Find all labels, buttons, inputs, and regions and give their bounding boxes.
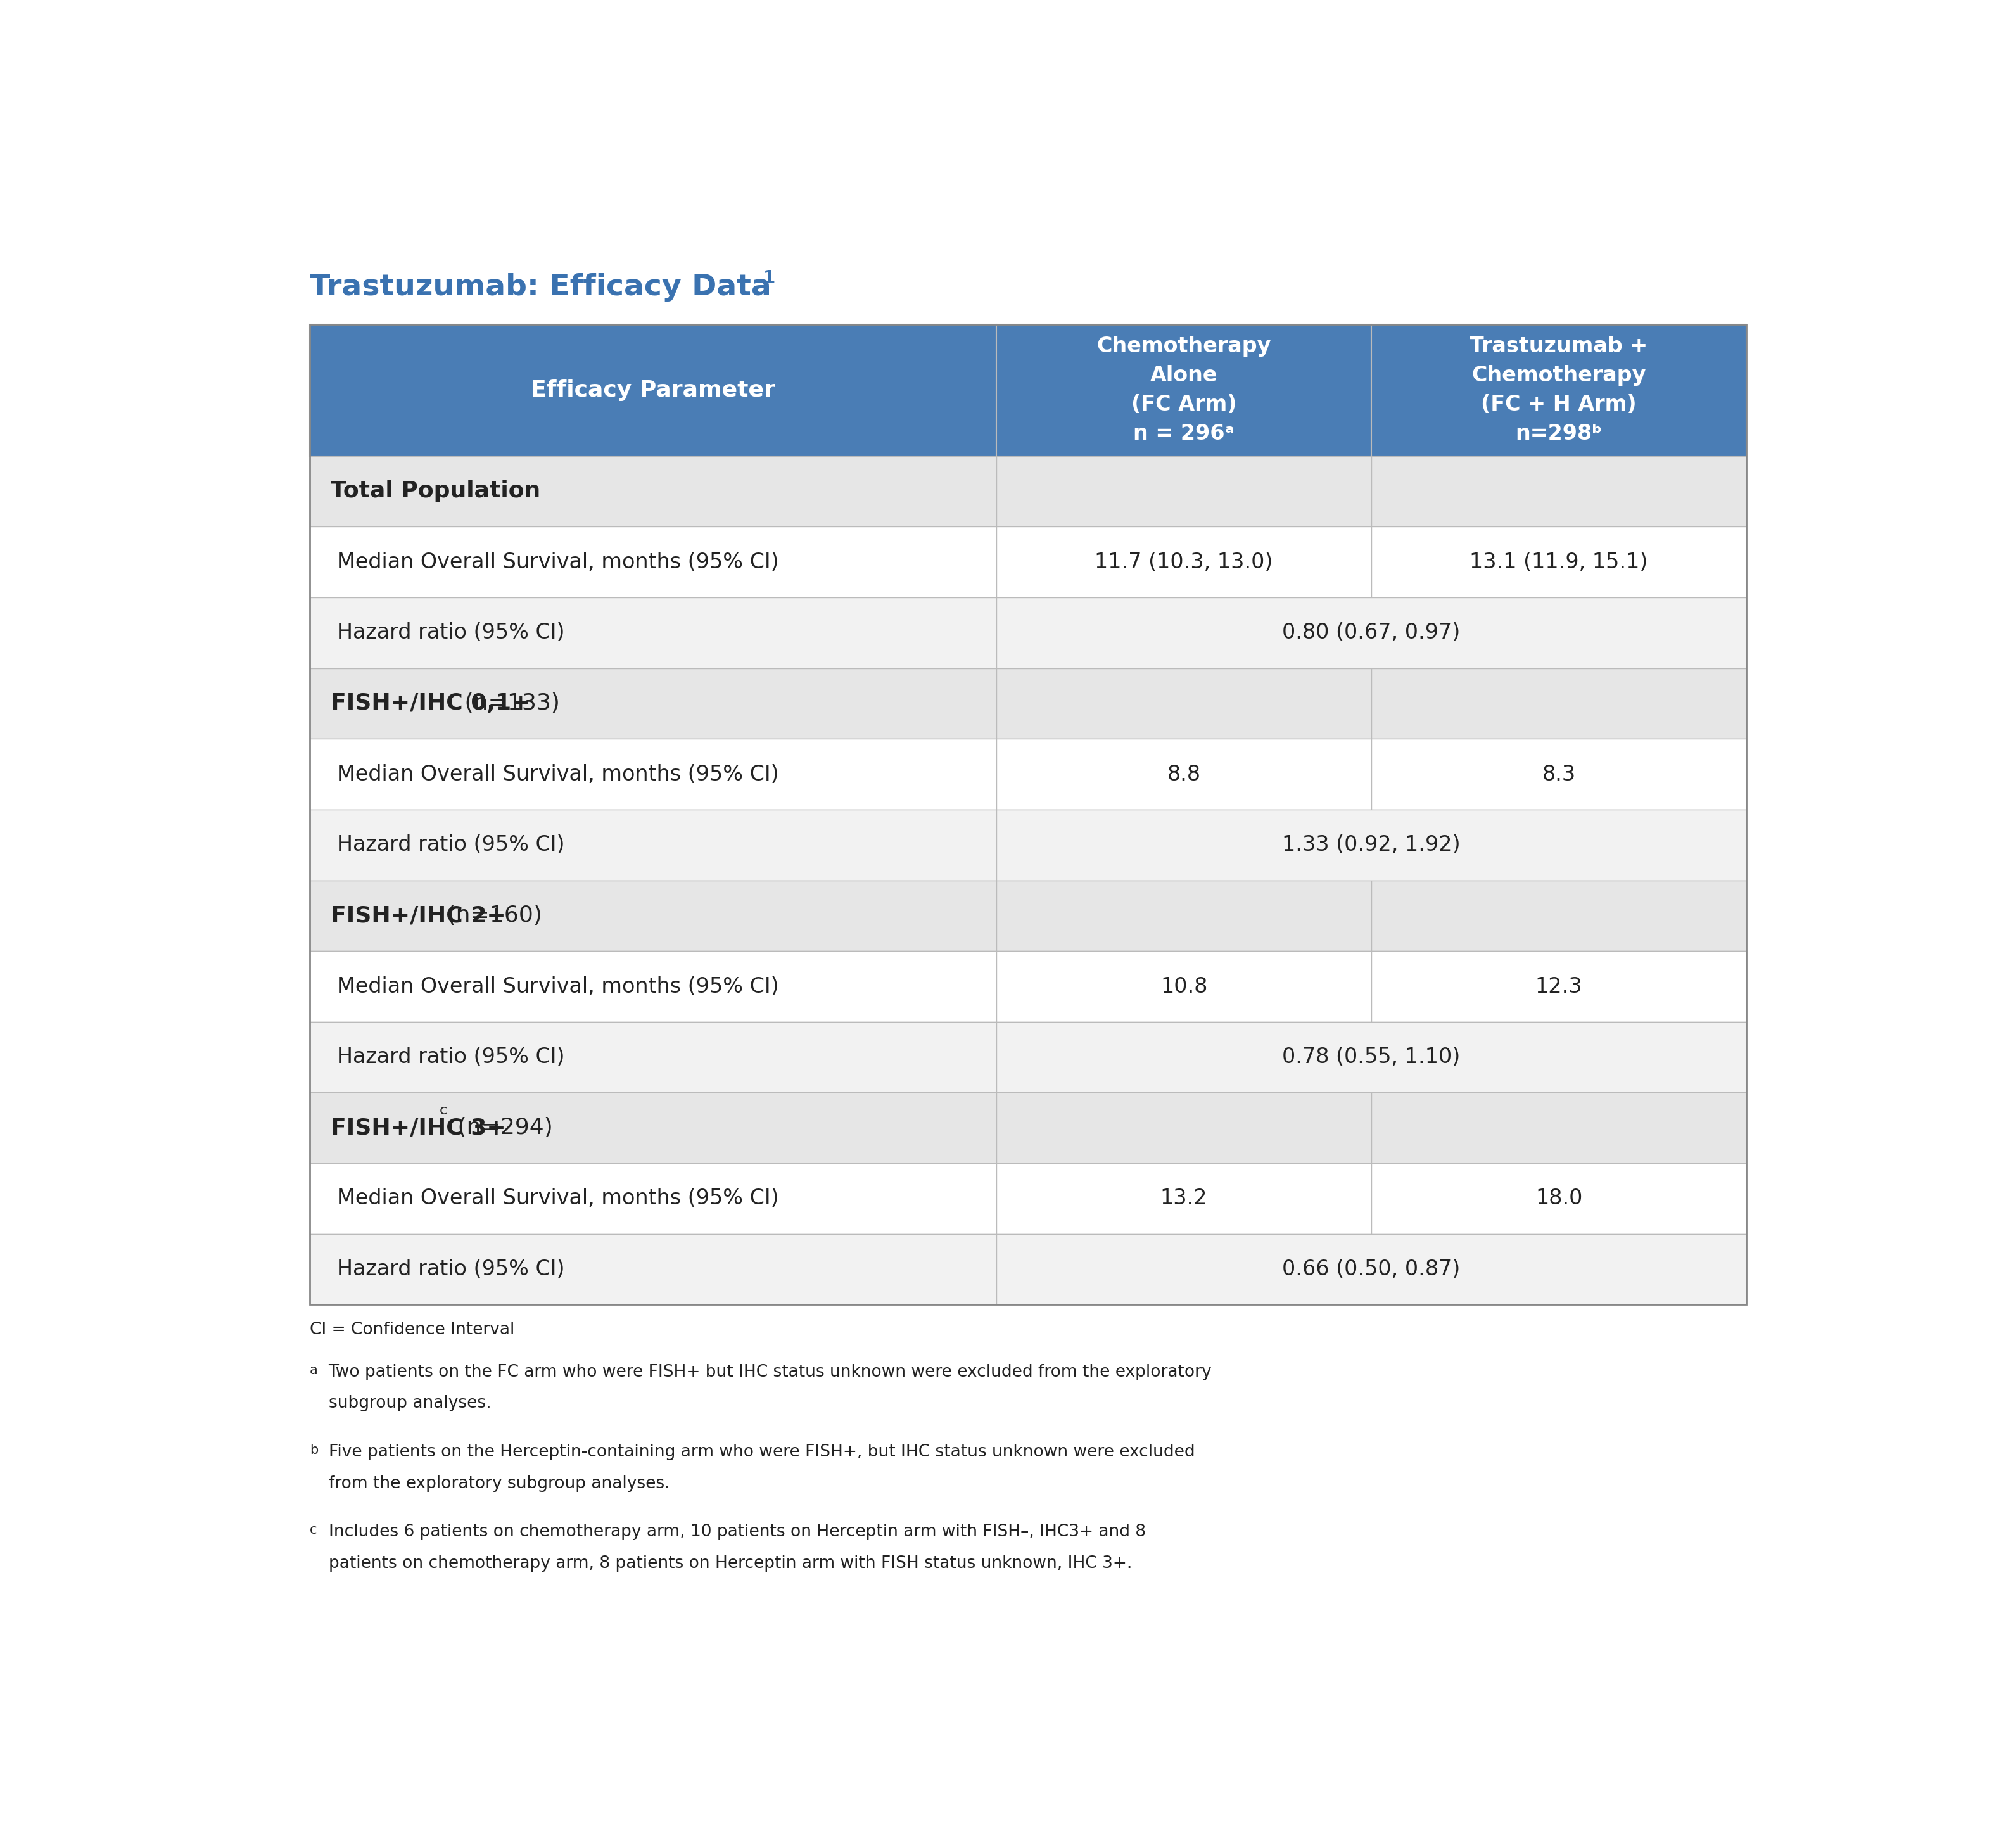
Text: 18.0: 18.0: [1535, 1188, 1583, 1209]
Bar: [309, 1092, 997, 1162]
Text: 12.3: 12.3: [1535, 976, 1583, 996]
Bar: [997, 527, 1372, 597]
Bar: [1372, 1162, 1747, 1234]
Bar: [1372, 323, 1747, 456]
Text: 11.7 (10.3, 13.0): 11.7 (10.3, 13.0): [1095, 551, 1274, 573]
Text: 0.78 (0.55, 1.10): 0.78 (0.55, 1.10): [1282, 1046, 1460, 1068]
Text: 1: 1: [762, 270, 774, 286]
Bar: [997, 597, 1747, 669]
Bar: [309, 323, 1747, 1305]
Bar: [997, 1234, 1747, 1305]
Text: c: c: [439, 1105, 447, 1118]
Text: Median Overall Survival, months (95% CI): Median Overall Survival, months (95% CI): [337, 976, 778, 996]
Text: Five patients on the Herceptin-containing arm who were FISH+, but IHC status unk: Five patients on the Herceptin-containin…: [329, 1443, 1196, 1460]
Text: Trastuzumab: Efficacy Data: Trastuzumab: Efficacy Data: [309, 274, 772, 301]
Text: Median Overall Survival, months (95% CI): Median Overall Survival, months (95% CI): [337, 551, 778, 573]
Bar: [1372, 527, 1747, 597]
Text: Two patients on the FC arm who were FISH+ but IHC status unknown were excluded f: Two patients on the FC arm who were FISH…: [329, 1364, 1212, 1380]
Text: Trastuzumab +
Chemotherapy
(FC + H Arm)
n=298ᵇ: Trastuzumab + Chemotherapy (FC + H Arm) …: [1470, 336, 1649, 444]
Text: Median Overall Survival, months (95% CI): Median Overall Survival, months (95% CI): [337, 763, 778, 785]
Text: Efficacy Parameter: Efficacy Parameter: [532, 379, 776, 401]
Bar: [997, 1162, 1372, 1234]
Bar: [309, 1022, 997, 1092]
Text: 8.8: 8.8: [1167, 763, 1202, 785]
Bar: [1372, 739, 1747, 809]
Bar: [309, 809, 997, 880]
Text: FISH+/IHC 0,1+: FISH+/IHC 0,1+: [331, 693, 530, 713]
Bar: [1372, 1092, 1747, 1162]
Text: (n=160): (n=160): [439, 906, 542, 926]
Bar: [309, 527, 997, 597]
Bar: [997, 669, 1372, 739]
Bar: [997, 323, 1372, 456]
Text: CI = Confidence Interval: CI = Confidence Interval: [309, 1321, 516, 1338]
Bar: [997, 1022, 1747, 1092]
Text: c: c: [309, 1525, 317, 1536]
Text: Hazard ratio (95% CI): Hazard ratio (95% CI): [337, 623, 564, 643]
Text: FISH+/IHC 3+: FISH+/IHC 3+: [331, 1116, 506, 1138]
Text: Hazard ratio (95% CI): Hazard ratio (95% CI): [337, 1046, 564, 1068]
Text: Chemotherapy
Alone
(FC Arm)
n = 296ᵃ: Chemotherapy Alone (FC Arm) n = 296ᵃ: [1097, 336, 1272, 444]
Text: Includes 6 patients on chemotherapy arm, 10 patients on Herceptin arm with FISH–: Includes 6 patients on chemotherapy arm,…: [329, 1525, 1145, 1539]
Bar: [309, 597, 997, 669]
Text: Hazard ratio (95% CI): Hazard ratio (95% CI): [337, 1258, 564, 1281]
Bar: [1372, 952, 1747, 1022]
Bar: [1372, 669, 1747, 739]
Text: 10.8: 10.8: [1159, 976, 1208, 996]
Text: Total Population: Total Population: [331, 480, 540, 503]
Bar: [997, 456, 1372, 527]
Bar: [997, 880, 1372, 952]
Text: Median Overall Survival, months (95% CI): Median Overall Survival, months (95% CI): [337, 1188, 778, 1209]
Bar: [1372, 456, 1747, 527]
Text: 13.2: 13.2: [1159, 1188, 1208, 1209]
Bar: [1372, 880, 1747, 952]
Text: Hazard ratio (95% CI): Hazard ratio (95% CI): [337, 835, 564, 856]
Text: 8.3: 8.3: [1543, 763, 1575, 785]
Text: from the exploratory subgroup analyses.: from the exploratory subgroup analyses.: [329, 1475, 670, 1491]
Bar: [309, 323, 997, 456]
Bar: [309, 1234, 997, 1305]
Text: 0.80 (0.67, 0.97): 0.80 (0.67, 0.97): [1282, 623, 1460, 643]
Text: FISH+/IHC 2+: FISH+/IHC 2+: [331, 906, 506, 926]
Bar: [309, 880, 997, 952]
Bar: [997, 739, 1372, 809]
Bar: [309, 669, 997, 739]
Bar: [309, 952, 997, 1022]
Text: 1.33 (0.92, 1.92): 1.33 (0.92, 1.92): [1282, 835, 1460, 856]
Bar: [997, 952, 1372, 1022]
Bar: [997, 809, 1747, 880]
Bar: [997, 1092, 1372, 1162]
Bar: [309, 456, 997, 527]
Text: a: a: [309, 1364, 317, 1377]
Text: b: b: [309, 1443, 319, 1456]
Text: patients on chemotherapy arm, 8 patients on Herceptin arm with FISH status unkno: patients on chemotherapy arm, 8 patients…: [329, 1556, 1131, 1573]
Bar: [309, 1162, 997, 1234]
Text: 13.1 (11.9, 15.1): 13.1 (11.9, 15.1): [1470, 551, 1649, 573]
Text: (n=133): (n=133): [457, 693, 560, 713]
Text: 0.66 (0.50, 0.87): 0.66 (0.50, 0.87): [1282, 1258, 1460, 1281]
Text: (n=294): (n=294): [449, 1116, 554, 1138]
Text: subgroup analyses.: subgroup analyses.: [329, 1395, 491, 1412]
Bar: [309, 739, 997, 809]
